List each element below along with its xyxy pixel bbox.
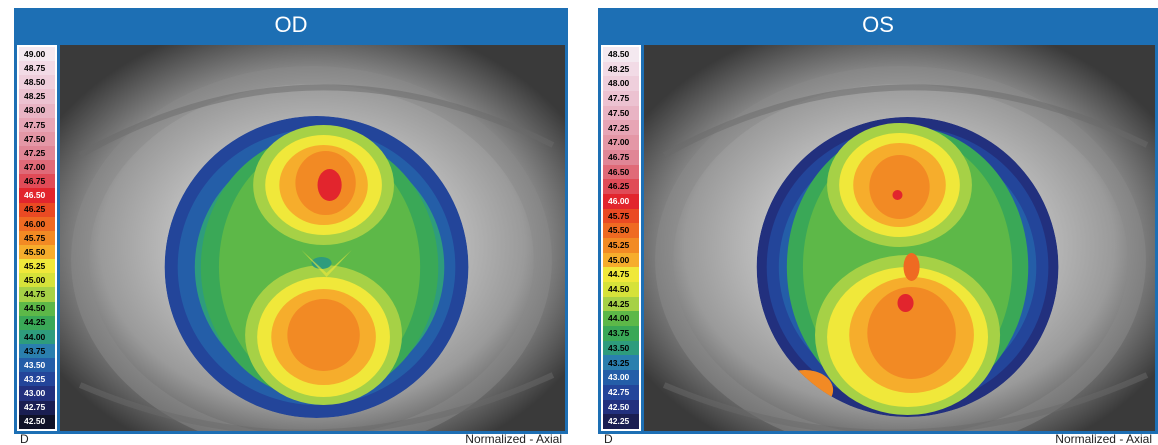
od-panel: OD 49.00 48.75 48.50 48.25 48.00 47.75 47.50 47… — [14, 8, 568, 445]
od-scale-value: 45.50 — [19, 245, 55, 259]
os-scale-value: 44.75 — [603, 267, 639, 282]
od-scale-value: 43.75 — [19, 344, 55, 358]
os-topography-image — [644, 45, 1155, 431]
os-scale-value: 46.00 — [603, 194, 639, 209]
od-scale-value: 46.50 — [19, 188, 55, 202]
os-scale-value: 47.75 — [603, 91, 639, 106]
os-scale-value: 46.50 — [603, 165, 639, 180]
os-scale-value: 48.25 — [603, 62, 639, 77]
od-scale-value: 44.75 — [19, 287, 55, 301]
os-scale-value: 47.50 — [603, 106, 639, 121]
os-scale-value: 45.75 — [603, 209, 639, 224]
os-scale-value: 43.50 — [603, 341, 639, 356]
os-footer: D Normalized - Axial — [598, 432, 1158, 445]
od-scale-value: 47.75 — [19, 118, 55, 132]
od-scale-value: 45.75 — [19, 231, 55, 245]
od-scale-value: 43.00 — [19, 386, 55, 400]
od-frame: 49.00 48.75 48.50 48.25 48.00 47.75 47.50 47.25… — [14, 42, 568, 434]
od-scale-value: 44.50 — [19, 302, 55, 316]
os-scale-value: 44.25 — [603, 297, 639, 312]
os-scale-value: 42.25 — [603, 414, 639, 429]
os-scale-value: 42.50 — [603, 400, 639, 415]
od-topography-image — [60, 45, 565, 431]
os-scale-value: 45.50 — [603, 223, 639, 238]
os-scale-value: 48.00 — [603, 76, 639, 91]
os-scale-value: 42.75 — [603, 385, 639, 400]
od-scale-value: 46.75 — [19, 174, 55, 188]
os-scale-value: 48.50 — [603, 47, 639, 62]
os-scale-value: 43.75 — [603, 326, 639, 341]
os-scale-value: 46.25 — [603, 179, 639, 194]
od-scale-value: 48.75 — [19, 61, 55, 75]
od-scale-value: 42.75 — [19, 401, 55, 415]
od-scale-value: 46.25 — [19, 203, 55, 217]
os-title: OS — [598, 8, 1158, 42]
od-scale-value: 45.25 — [19, 259, 55, 273]
od-scale-value: 43.50 — [19, 358, 55, 372]
od-scale-value: 45.00 — [19, 273, 55, 287]
od-footer-left: D — [20, 432, 29, 445]
os-footer-right: Normalized - Axial — [1055, 432, 1152, 445]
os-scale-value: 47.00 — [603, 135, 639, 150]
od-scale-value: 49.00 — [19, 47, 55, 61]
os-scale-value: 45.25 — [603, 238, 639, 253]
os-scale-value: 47.25 — [603, 120, 639, 135]
os-color-scale: 48.50 48.25 48.00 47.75 47.50 47.25 47.00 46.75… — [601, 45, 641, 431]
od-scale-value: 44.00 — [19, 330, 55, 344]
os-panel: OS 48.50 48.25 48.00 47.75 47.50 47.25 47.00 46… — [598, 8, 1158, 445]
os-scale-value: 43.00 — [603, 370, 639, 385]
od-scale-value: 44.25 — [19, 316, 55, 330]
os-frame: 48.50 48.25 48.00 47.75 47.50 47.25 47.00 46.75… — [598, 42, 1158, 434]
od-footer: D Normalized - Axial — [14, 432, 568, 445]
od-title: OD — [14, 8, 568, 42]
od-scale-value: 46.00 — [19, 217, 55, 231]
od-footer-right: Normalized - Axial — [465, 432, 562, 445]
os-scale-value: 45.00 — [603, 253, 639, 268]
os-scale-value: 43.25 — [603, 355, 639, 370]
os-scale-value: 44.00 — [603, 311, 639, 326]
os-scale-value: 44.50 — [603, 282, 639, 297]
od-scale-value: 48.00 — [19, 104, 55, 118]
od-scale-value: 43.25 — [19, 372, 55, 386]
od-scale-value: 47.25 — [19, 146, 55, 160]
od-scale-value: 47.50 — [19, 132, 55, 146]
od-eye-map — [60, 45, 565, 431]
os-scale-value: 46.75 — [603, 150, 639, 165]
os-footer-left: D — [604, 432, 613, 445]
od-scale-value: 47.00 — [19, 160, 55, 174]
od-scale-value: 42.50 — [19, 415, 55, 429]
od-color-scale: 49.00 48.75 48.50 48.25 48.00 47.75 47.50 47.25… — [17, 45, 57, 431]
os-eye-map — [644, 45, 1155, 431]
od-scale-value: 48.50 — [19, 75, 55, 89]
od-scale-value: 48.25 — [19, 89, 55, 103]
